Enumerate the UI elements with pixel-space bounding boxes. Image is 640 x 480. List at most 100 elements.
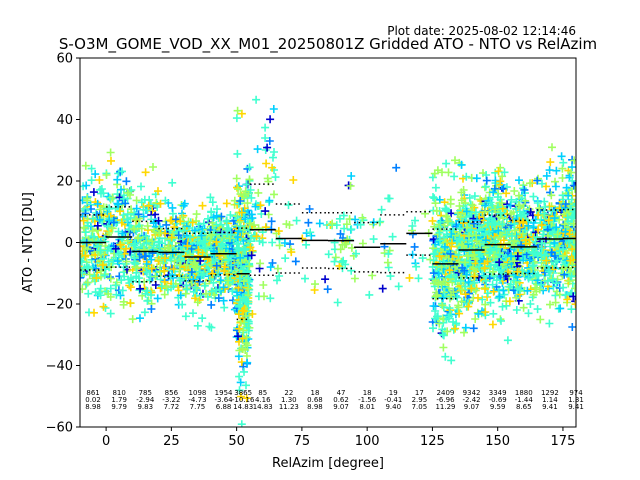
- scatter-point-1750: [446, 199, 455, 208]
- scatter-point-477: [153, 294, 162, 303]
- scatter-point-265: [119, 300, 128, 309]
- bin-std-label-13: 7.05: [412, 403, 428, 411]
- scatter-point-686: [168, 249, 177, 258]
- scatter-point-209: [106, 309, 115, 318]
- scatter-point-2536: [496, 209, 505, 218]
- scatter-point-3217: [563, 295, 572, 304]
- bin-count-label-12: 19: [389, 389, 398, 397]
- scatter-point-3244: [571, 210, 576, 219]
- scatter-point-2502: [500, 290, 509, 299]
- scatter-point-1125: [224, 224, 233, 232]
- scatter-point-2540: [490, 254, 499, 263]
- scatter-point-2563: [483, 242, 492, 250]
- bin-std-label-16: 9.59: [490, 403, 506, 411]
- scatter-point-469: [136, 284, 145, 293]
- bin-count-label-10: 47: [337, 389, 346, 397]
- scatter-point-3164: [570, 156, 576, 165]
- scatter-point-2849: [514, 191, 523, 200]
- scatter-point-2558: [489, 309, 498, 318]
- scatter-point-3247: [569, 219, 576, 228]
- scatter-point-1755: [441, 352, 450, 361]
- scatter-point-867: [193, 298, 202, 307]
- scatter-point-2974: [558, 164, 567, 173]
- scatter-point-1518: [265, 196, 274, 205]
- scatter-point-3041: [548, 143, 556, 152]
- scatter-point-1487: [270, 148, 278, 156]
- scatter-point-1453: [244, 319, 253, 328]
- scatter-point-1575: [333, 298, 342, 307]
- bin-mean-label-12: -0.41: [384, 396, 402, 404]
- scatter-point-1500: [269, 153, 277, 162]
- scatter-point-2569: [492, 244, 501, 253]
- bin-mean-label-10: 0.62: [333, 396, 349, 404]
- scatter-point-1670: [429, 193, 437, 201]
- scatter-point-315: [107, 156, 115, 165]
- scatter-point-2497: [481, 207, 490, 216]
- scatter-point-1075: [211, 286, 220, 295]
- scatter-point-449: [143, 222, 152, 230]
- scatter-point-492: [151, 272, 160, 281]
- scatter-point-2252: [459, 186, 468, 194]
- scatter-point-134: [80, 223, 88, 232]
- scatter-point-3035: [536, 315, 545, 324]
- scatter-point-494: [147, 255, 156, 264]
- scatter-point-2441: [496, 177, 505, 186]
- scatter-point-2255: [465, 232, 474, 241]
- scatter-point-876: [197, 270, 206, 279]
- scatter-point-1616: [350, 274, 359, 283]
- scatter-point-1509: [266, 294, 275, 303]
- scatter-point-1606: [342, 220, 351, 229]
- scatter-point-866: [196, 256, 205, 265]
- scatter-point-1151: [226, 230, 235, 239]
- scatter-point-1815: [443, 327, 452, 336]
- scatter-point-3251: [566, 256, 575, 265]
- scatter-point-145: [89, 214, 97, 223]
- scatter-point-612: [174, 286, 183, 295]
- scatter-point-2980: [535, 285, 544, 294]
- scatter-point-495: [149, 241, 158, 250]
- scatter-point-1590: [331, 253, 340, 262]
- scatter-point-334: [118, 229, 127, 238]
- bin-mean-label-3: -3.22: [162, 396, 180, 404]
- scatter-point-85: [87, 176, 96, 185]
- x-tick-label-75: 75: [294, 434, 311, 449]
- scatter-point-2575: [488, 280, 497, 289]
- scatter-point-496: [142, 268, 151, 277]
- scatter-point-163: [84, 263, 93, 272]
- scatter-point-1110: [214, 294, 223, 303]
- scatter-point-2153: [462, 207, 471, 216]
- bin-count-label-4: 1098: [189, 389, 207, 397]
- scatter-point-1572: [315, 219, 324, 228]
- scatter-point-1255: [235, 386, 244, 395]
- scatter-point-514: [147, 264, 156, 273]
- scatter-point-171: [81, 161, 90, 170]
- scatter-point-2205: [461, 290, 470, 299]
- scatter-point-2808: [520, 234, 529, 243]
- scatter-point-510: [130, 258, 139, 267]
- scatter-point-2232: [463, 252, 472, 261]
- scatter-point-1154: [224, 255, 233, 264]
- scatter-point-2179: [471, 286, 480, 295]
- y-tick-label--60: −60: [46, 421, 73, 436]
- scatter-point-2631: [515, 176, 523, 185]
- scatter-point-1566: [311, 280, 319, 289]
- scatter-point-1483: [253, 145, 262, 154]
- scatter-point-1640: [394, 282, 403, 291]
- scatter-point-1143: [212, 237, 221, 246]
- scatter-point-1651: [421, 209, 430, 218]
- scatter-point-1470: [236, 197, 245, 205]
- scatter-point-1785: [431, 199, 440, 208]
- scatter-point-1740: [444, 168, 453, 177]
- scatter-point-3060: [547, 207, 556, 215]
- scatter-point-1650: [408, 222, 417, 230]
- scatter-point-2748: [512, 293, 521, 302]
- scatter-point-2287: [481, 300, 490, 309]
- bin-mean-label-16: -0.69: [489, 396, 507, 404]
- scatter-point-2583: [505, 297, 514, 306]
- scatter-point-1473: [244, 284, 253, 293]
- bin-count-label-16: 3349: [489, 389, 507, 397]
- scatter-point-1605: [332, 221, 341, 230]
- y-tick-label-40: 40: [56, 113, 73, 128]
- scatter-point-323: [122, 244, 130, 253]
- scatter-point-2580: [495, 250, 504, 259]
